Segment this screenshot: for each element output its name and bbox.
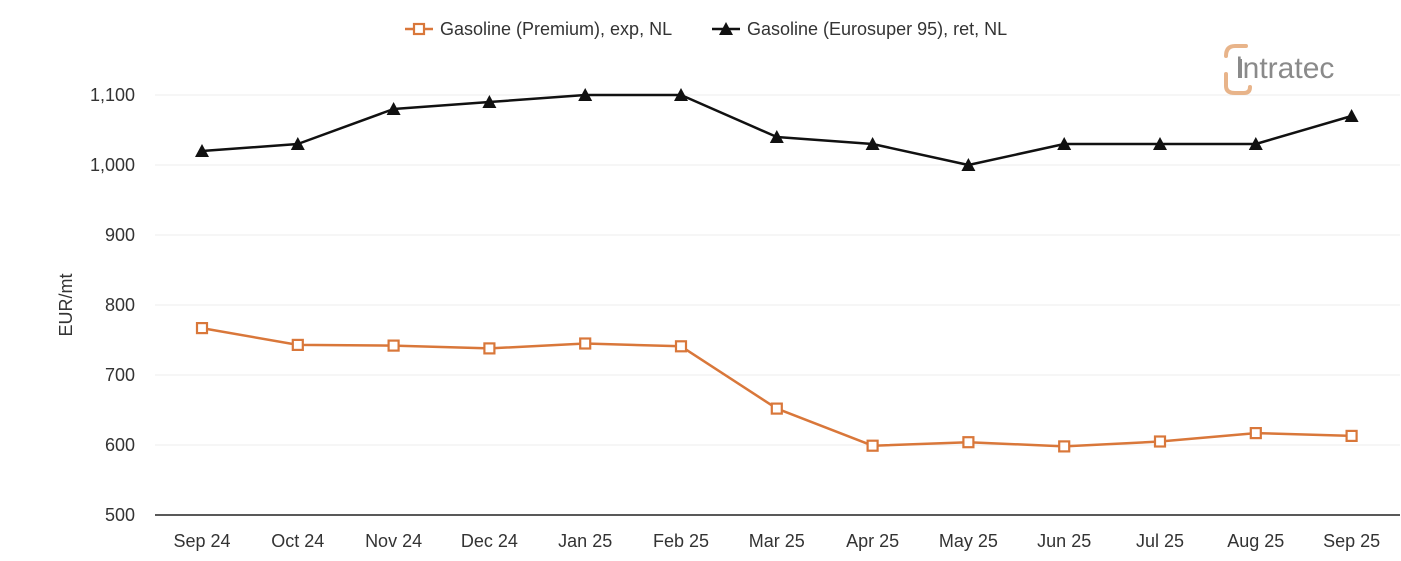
legend-marker xyxy=(412,22,426,36)
data-point xyxy=(1058,440,1071,453)
legend: Gasoline (Premium), exp, NL Gasoline (Eur… xyxy=(405,19,1007,39)
data-point xyxy=(1153,435,1167,448)
series-line xyxy=(201,326,1352,448)
y-tick-label: 600 xyxy=(105,435,135,455)
data-point xyxy=(1057,137,1072,150)
data-point xyxy=(1248,137,1263,150)
data-point xyxy=(579,337,592,350)
data-point xyxy=(865,137,880,150)
legend-label: Gasoline (Eurosuper 95), ret, NL xyxy=(747,19,1007,39)
data-point xyxy=(387,339,400,352)
logo-i-stem xyxy=(1238,59,1242,78)
x-tick-label: Sep 24 xyxy=(173,531,230,551)
data-point xyxy=(769,130,784,143)
legend-marker xyxy=(719,22,733,35)
data-point xyxy=(961,158,976,171)
x-tick-label: Jan 25 xyxy=(558,531,612,551)
x-tick-label: Mar 25 xyxy=(749,531,805,551)
legend-label: Gasoline (Premium), exp, NL xyxy=(440,19,672,39)
data-point xyxy=(195,144,209,157)
data-point xyxy=(290,137,305,150)
x-tick-label: Feb 25 xyxy=(653,531,709,551)
series-premium xyxy=(195,322,1358,453)
x-tick-label: Jul 25 xyxy=(1136,531,1184,551)
legend-item: Gasoline (Premium), exp, NL xyxy=(405,19,672,39)
data-point xyxy=(1344,109,1359,122)
data-point xyxy=(482,95,497,108)
logo-text: intratec xyxy=(1236,52,1334,85)
gridlines xyxy=(155,94,1400,446)
x-tick-label: Nov 24 xyxy=(365,531,422,551)
data-point xyxy=(291,338,304,351)
x-tick-label: Apr 25 xyxy=(846,531,899,551)
data-point xyxy=(1249,427,1262,440)
x-tick-label: Sep 25 xyxy=(1323,531,1380,551)
data-point xyxy=(674,340,688,353)
intratec-logo: intratec xyxy=(1224,44,1334,95)
data-point xyxy=(386,102,401,115)
series-eurosuper-95 xyxy=(195,88,1359,171)
data-point xyxy=(866,439,879,452)
data-point xyxy=(195,322,209,335)
legend-item: Gasoline (Eurosuper 95), ret, NL xyxy=(712,19,1007,39)
x-tick-label: Jun 25 xyxy=(1037,531,1091,551)
data-point xyxy=(770,402,783,415)
y-tick-label: 900 xyxy=(105,225,135,245)
y-tick-label: 1,100 xyxy=(90,85,135,105)
data-point xyxy=(1345,429,1358,442)
logo-hook-icon xyxy=(1224,44,1252,95)
y-tick-label: 500 xyxy=(105,505,135,525)
x-tick-label: Dec 24 xyxy=(461,531,518,551)
y-axis: 500 600 700 800 900 1,000 1,100 xyxy=(90,85,135,525)
x-tick-label: Aug 25 xyxy=(1227,531,1284,551)
x-axis: Sep 24 Oct 24 Nov 24 Dec 24 Jan 25 Feb 25 Mar … xyxy=(155,514,1400,551)
data-point xyxy=(483,342,496,355)
data-point xyxy=(962,436,975,449)
y-tick-label: 800 xyxy=(105,295,135,315)
series-group xyxy=(195,88,1359,453)
data-point xyxy=(674,88,688,101)
data-point xyxy=(1153,137,1167,150)
x-tick-label: Oct 24 xyxy=(271,531,324,551)
x-tick-label: May 25 xyxy=(939,531,998,551)
y-axis-title: EUR/mt xyxy=(56,274,76,337)
y-tick-label: 700 xyxy=(105,365,135,385)
y-tick-label: 1,000 xyxy=(90,155,135,175)
data-point xyxy=(578,88,593,101)
